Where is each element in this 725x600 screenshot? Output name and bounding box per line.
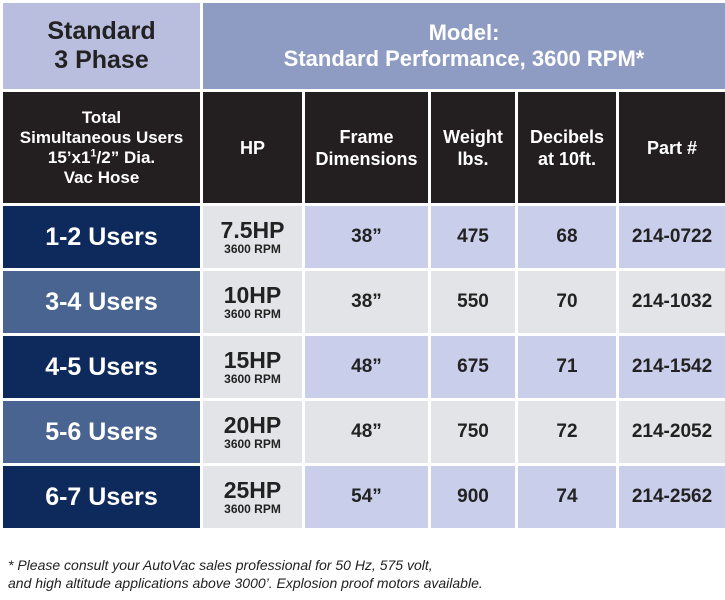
hp-value: 15HP <box>223 347 282 373</box>
decibels-cell: 74 <box>518 466 616 528</box>
decibels-header-line-2: at 10ft. <box>537 148 597 169</box>
weight-cell: 475 <box>431 206 515 268</box>
model-line-2: Standard Performance, 3600 RPM* <box>283 46 645 71</box>
part-number-cell: 214-1032 <box>619 271 725 333</box>
model-banner: Model: Standard Performance, 3600 RPM* <box>203 3 725 89</box>
footnote-line-2: and high altitude applications above 300… <box>8 575 483 591</box>
column-header-frame: Frame Dimensions <box>305 92 428 203</box>
users-cell: 5-6 Users <box>3 401 200 463</box>
table-row: 4-5 Users 15HP 3600 RPM 48” 675 71 214-1… <box>3 336 725 398</box>
rpm-value: 3600 RPM <box>224 242 281 256</box>
hp-cell: 20HP 3600 RPM <box>203 401 302 463</box>
weight-cell: 750 <box>431 401 515 463</box>
frame-cell: 38” <box>305 271 428 333</box>
column-header-part: Part # <box>619 92 725 203</box>
hp-cell: 15HP 3600 RPM <box>203 336 302 398</box>
column-header-weight: Weight lbs. <box>431 92 515 203</box>
users-header-line-4: Vac Hose <box>63 167 140 187</box>
frame-header-line-2: Dimensions <box>315 148 418 169</box>
rpm-value: 3600 RPM <box>224 437 281 451</box>
hp-value: 10HP <box>223 282 282 308</box>
weight-header-line-1: Weight <box>443 126 503 147</box>
users-cell: 4-5 Users <box>3 336 200 398</box>
column-header-decibels: Decibels at 10ft. <box>518 92 616 203</box>
part-number-cell: 214-0722 <box>619 206 725 268</box>
column-header-hp: HP <box>203 92 302 203</box>
fraction-numerator: 1 <box>90 146 97 159</box>
rpm-value: 3600 RPM <box>224 372 281 386</box>
frame-header-line-1: Frame <box>339 126 394 147</box>
part-number-cell: 214-1542 <box>619 336 725 398</box>
footnote-line-1: * Please consult your AutoVac sales prof… <box>8 557 433 573</box>
users-header-line-1: Total <box>81 107 122 127</box>
frame-cell: 38” <box>305 206 428 268</box>
column-header-row: Total Simultaneous Users 15’x11/2” Dia. … <box>3 92 725 203</box>
specification-table: Standard 3 Phase Model: Standard Perform… <box>3 3 725 528</box>
hp-value: 7.5HP <box>220 217 285 243</box>
weight-cell: 675 <box>431 336 515 398</box>
table-row: 3-4 Users 10HP 3600 RPM 38” 550 70 214-1… <box>3 271 725 333</box>
users-header-line-3: 15’x11/2” Dia. <box>3 146 200 168</box>
decibels-header-line-1: Decibels <box>529 126 605 147</box>
hp-value: 20HP <box>223 412 282 438</box>
frame-cell: 48” <box>305 336 428 398</box>
hp-cell: 7.5HP 3600 RPM <box>203 206 302 268</box>
users-cell: 6-7 Users <box>3 466 200 528</box>
hp-cell: 10HP 3600 RPM <box>203 271 302 333</box>
table-title: Standard 3 Phase <box>3 3 200 89</box>
column-header-users: Total Simultaneous Users 15’x11/2” Dia. … <box>3 92 200 203</box>
hp-cell: 25HP 3600 RPM <box>203 466 302 528</box>
part-header-label: Part # <box>647 137 698 158</box>
hose-size-suffix: ” Dia. <box>110 147 156 167</box>
frame-cell: 48” <box>305 401 428 463</box>
footnote: * Please consult your AutoVac sales prof… <box>8 556 720 592</box>
weight-header-line-2: lbs. <box>457 148 489 169</box>
table-row: 6-7 Users 25HP 3600 RPM 54” 900 74 214-2… <box>3 466 725 528</box>
hp-value: 25HP <box>223 477 282 503</box>
title-line-1: Standard <box>47 17 156 45</box>
frame-cell: 54” <box>305 466 428 528</box>
hose-size-prefix: 15’x1 <box>47 147 91 167</box>
title-line-2: 3 Phase <box>54 46 149 74</box>
part-number-cell: 214-2052 <box>619 401 725 463</box>
hp-header-label: HP <box>239 137 265 158</box>
users-cell: 1-2 Users <box>3 206 200 268</box>
rpm-value: 3600 RPM <box>224 502 281 516</box>
fraction-denominator: 2 <box>101 147 111 167</box>
decibels-cell: 68 <box>518 206 616 268</box>
weight-cell: 550 <box>431 271 515 333</box>
rpm-value: 3600 RPM <box>224 307 281 321</box>
model-line-1: Model: <box>428 20 500 45</box>
weight-cell: 900 <box>431 466 515 528</box>
part-number-cell: 214-2562 <box>619 466 725 528</box>
table-row: 5-6 Users 20HP 3600 RPM 48” 750 72 214-2… <box>3 401 725 463</box>
users-cell: 3-4 Users <box>3 271 200 333</box>
fraction-slash: / <box>96 147 102 167</box>
decibels-cell: 70 <box>518 271 616 333</box>
title-row: Standard 3 Phase Model: Standard Perform… <box>3 3 725 89</box>
decibels-cell: 72 <box>518 401 616 463</box>
users-header-line-2: Simultaneous Users <box>19 127 184 147</box>
decibels-cell: 71 <box>518 336 616 398</box>
table-row: 1-2 Users 7.5HP 3600 RPM 38” 475 68 214-… <box>3 206 725 268</box>
